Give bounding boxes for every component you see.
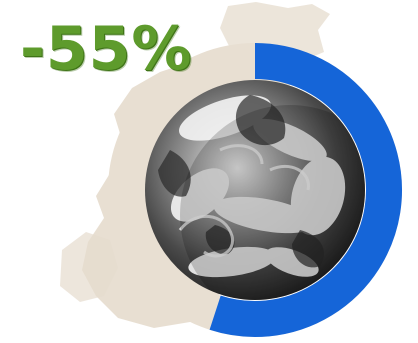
progress-ring-fill (209, 43, 402, 337)
progress-ring (108, 43, 402, 337)
reduction-percentage-label: -55% (20, 14, 193, 84)
